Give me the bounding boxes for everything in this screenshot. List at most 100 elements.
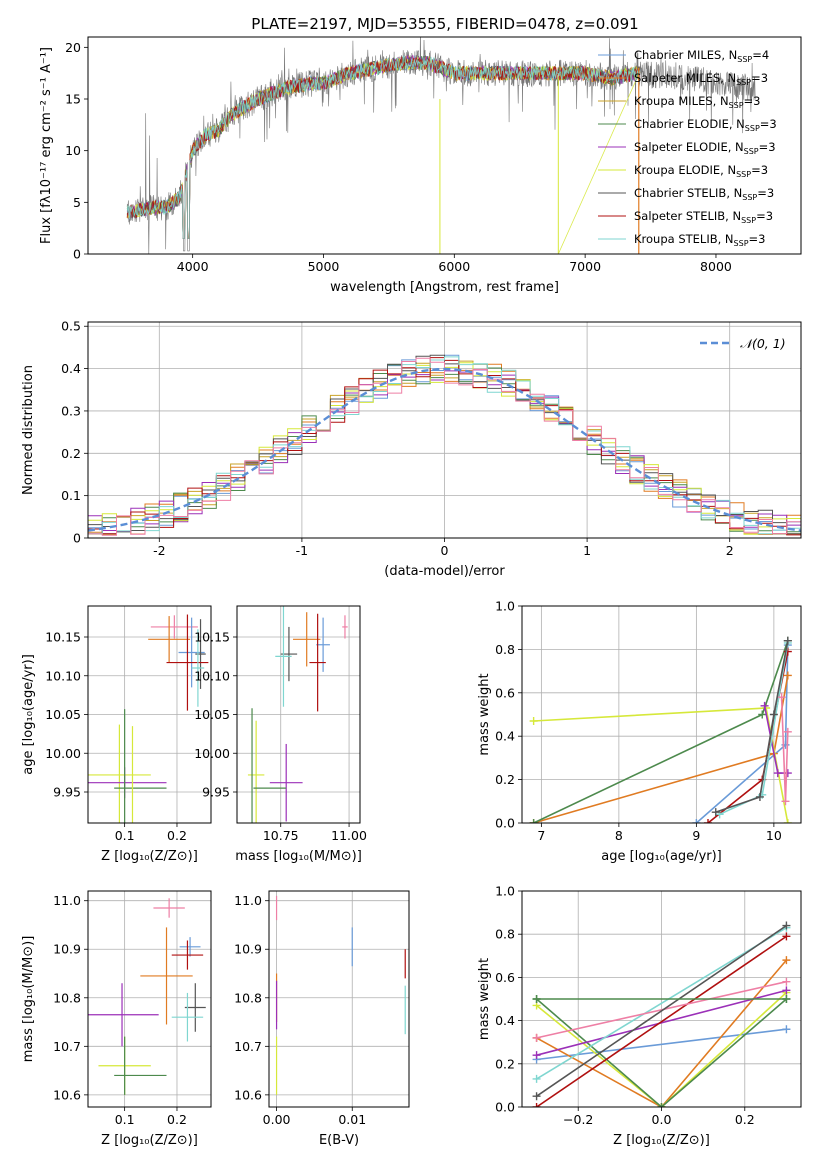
y-tick-label: 1.0 bbox=[495, 599, 515, 614]
mass-weight-marker bbox=[532, 1074, 541, 1083]
y-tick-label: 9.95 bbox=[53, 785, 81, 800]
y-tick-label: 10.15 bbox=[45, 630, 81, 645]
y-axis-label: mass weight bbox=[477, 673, 492, 755]
x-tick-label: 6000 bbox=[438, 259, 470, 274]
y-tick-label: 0.4 bbox=[495, 1013, 515, 1028]
y-axis-label: Normed distribution bbox=[21, 365, 36, 495]
mass-weight-line bbox=[536, 998, 787, 1107]
mass-weight-marker bbox=[529, 717, 538, 726]
mass-weight-marker bbox=[783, 727, 792, 736]
mass-weight-marker bbox=[657, 1103, 666, 1107]
axes-frame bbox=[87, 321, 802, 539]
y-tick-label: 0.8 bbox=[495, 642, 515, 657]
y-tick-label: 10.00 bbox=[45, 746, 81, 761]
legend-entry: 𝒩(0, 1) bbox=[740, 336, 786, 351]
y-tick-label: 0.5 bbox=[61, 319, 81, 334]
plot-area bbox=[126, 37, 756, 254]
x-tick-label: 0.01 bbox=[338, 1112, 366, 1127]
y-tick-label: 10 bbox=[65, 143, 81, 158]
y-tick-label: 0 bbox=[73, 247, 81, 262]
x-tick-label: 11.00 bbox=[331, 828, 367, 843]
y-axis-label: mass [log₁₀(M/M⊙)] bbox=[21, 936, 36, 1063]
x-axis-label: mass [log₁₀(M/M⊙)] bbox=[235, 849, 362, 864]
legend: Chabrier MILES, NSSP=4 Salpeter MILES, NS… bbox=[598, 48, 777, 248]
x-tick-label: 0.1 bbox=[115, 1112, 135, 1127]
mass-weight-marker bbox=[532, 1092, 541, 1101]
y-axis-label: age [log₁₀(age/yr)] bbox=[21, 654, 36, 775]
y-tick-label: 0 bbox=[73, 531, 81, 546]
legend-entry: Salpeter ELODIE, NSSP=3 bbox=[634, 140, 776, 156]
x-axis-label: Z [log₁₀(Z/Z⊙)] bbox=[613, 1133, 710, 1148]
mass-weight-marker bbox=[692, 819, 701, 823]
mass-weight-line bbox=[536, 989, 787, 1056]
plot-age-vs-mass: 10.75 11.00 9.95 10.00 10.05 10.10 10.15 mass [… bbox=[194, 605, 367, 864]
x-tick-label: 2 bbox=[726, 543, 734, 558]
model-spectrum-line bbox=[126, 55, 641, 239]
mass-weight-line bbox=[536, 927, 787, 1080]
x-tick-label: 7000 bbox=[569, 259, 601, 274]
mass-weight-marker bbox=[781, 797, 790, 806]
y-tick-label: 10.10 bbox=[194, 668, 230, 683]
mass-weight-marker bbox=[777, 693, 786, 702]
x-tick-label: 8 bbox=[615, 828, 623, 843]
mass-weight-line bbox=[536, 991, 787, 1107]
model-spectrum-line bbox=[126, 56, 641, 239]
axes-frame bbox=[87, 605, 212, 824]
mass-weight-marker bbox=[782, 1025, 791, 1034]
x-tick-label: 0.2 bbox=[735, 1112, 755, 1127]
plot-area bbox=[88, 322, 801, 538]
x-tick-label: 1 bbox=[583, 543, 591, 558]
y-tick-label: 10.15 bbox=[194, 630, 230, 645]
mass-weight-marker bbox=[532, 1103, 541, 1107]
axes-frame bbox=[521, 605, 802, 824]
mass-weight-marker bbox=[782, 995, 791, 1003]
plot-area bbox=[88, 891, 211, 1107]
y-tick-label: 15 bbox=[65, 92, 81, 107]
x-axis-label: E(B-V) bbox=[319, 1133, 359, 1148]
model-spectrum-line bbox=[126, 54, 641, 239]
model-spectrum-line bbox=[126, 55, 640, 239]
y-tick-label: 10.05 bbox=[45, 707, 81, 722]
y-tick-label: 0.4 bbox=[61, 361, 81, 376]
mass-weight-marker bbox=[782, 956, 791, 965]
y-tick-label: 10.9 bbox=[234, 942, 262, 957]
mass-weight-marker bbox=[532, 1051, 541, 1060]
mass-weight-marker bbox=[783, 671, 792, 680]
legend-entry: Chabrier ELODIE, NSSP=3 bbox=[634, 117, 777, 133]
y-axis-label: mass weight bbox=[477, 958, 492, 1040]
mass-weight-marker bbox=[773, 769, 782, 778]
x-tick-label: 0.00 bbox=[263, 1112, 291, 1127]
mass-weight-marker bbox=[782, 977, 791, 986]
histogram-series bbox=[88, 357, 801, 536]
mass-weight-marker bbox=[783, 819, 792, 823]
x-tick-label: 5000 bbox=[308, 259, 340, 274]
x-axis-label: Z [log₁₀(Z/Z⊙)] bbox=[101, 1133, 198, 1148]
mass-weight-marker bbox=[532, 995, 541, 1003]
mass-weight-marker bbox=[711, 808, 720, 817]
figure-title: PLATE=2197, MJD=53555, FIBERID=0478, z=0… bbox=[251, 15, 638, 33]
mass-weight-marker bbox=[532, 1033, 541, 1042]
plot-residuals: -2 -1 0 1 2 0 0.1 0.2 0.3 0.4 0.5 (data-model)/erro… bbox=[21, 319, 802, 579]
y-tick-label: 1.0 bbox=[495, 884, 515, 899]
y-tick-label: 0.6 bbox=[495, 970, 515, 985]
mass-weight-marker bbox=[704, 819, 712, 823]
x-axis-label: wavelength [Angstrom, rest frame] bbox=[330, 280, 559, 295]
plot-area bbox=[522, 891, 801, 1107]
y-tick-label: 20 bbox=[65, 40, 81, 55]
x-tick-label: 0.2 bbox=[167, 828, 187, 843]
y-tick-label: 5 bbox=[73, 195, 81, 210]
mass-weight-line bbox=[715, 640, 789, 813]
mass-weight-line bbox=[533, 640, 789, 823]
axes-frame bbox=[521, 890, 802, 1108]
x-tick-label: 10 bbox=[766, 828, 782, 843]
x-axis-label: Z [log₁₀(Z/Z⊙)] bbox=[101, 849, 198, 864]
legend-entry: Kroupa STELIB, NSSP=3 bbox=[634, 232, 765, 248]
plot-weight-vs-age: 7 8 9 10 0.0 0.2 0.4 0.6 0.8 1.0 age [log₁₀(age/yr… bbox=[477, 599, 802, 864]
x-tick-label: 0 bbox=[441, 543, 449, 558]
model-spectrum-line bbox=[126, 55, 641, 239]
legend-entry: Chabrier MILES, NSSP=4 bbox=[634, 48, 769, 64]
x-tick-label: 4000 bbox=[177, 259, 209, 274]
legend-entry: Chabrier STELIB, NSSP=3 bbox=[634, 186, 774, 202]
mass-weight-marker bbox=[783, 636, 792, 645]
x-tick-label: -1 bbox=[296, 543, 308, 558]
